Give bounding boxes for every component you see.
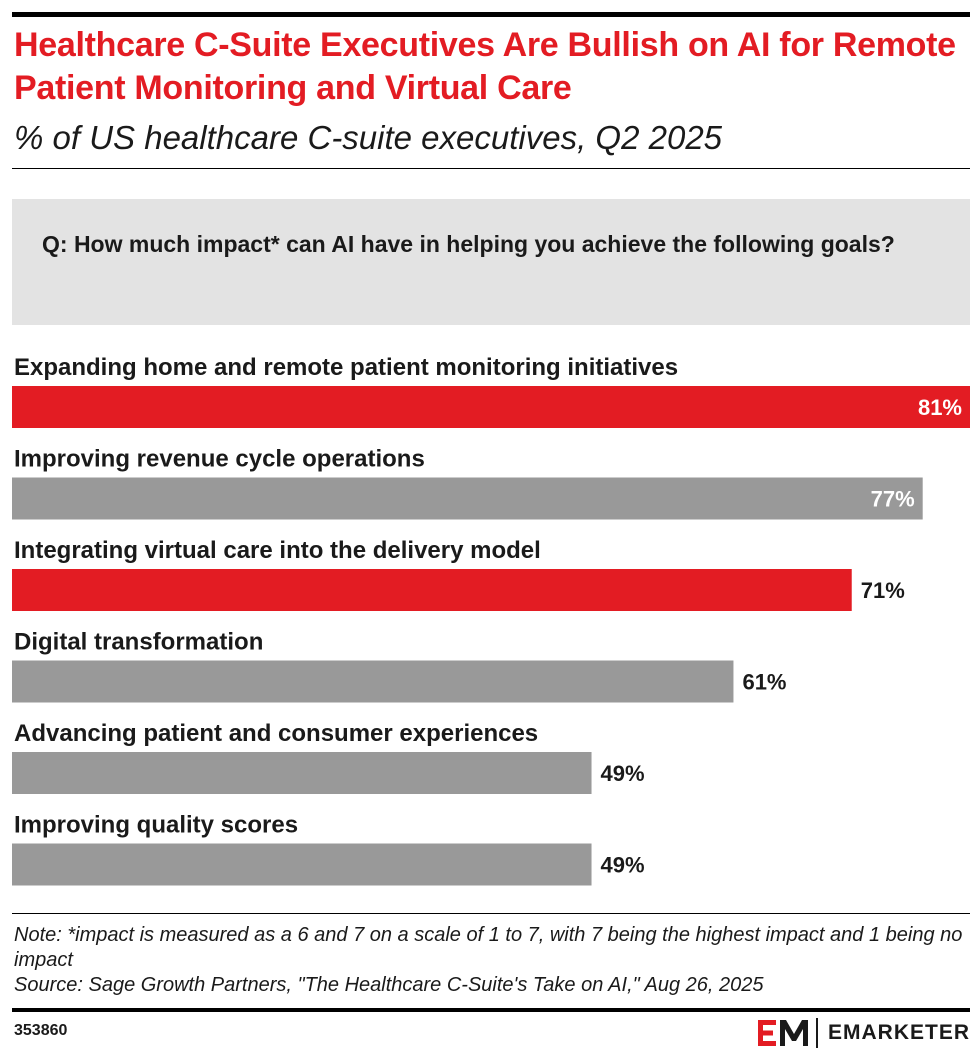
top-rule [12,12,970,17]
bottom-rule [12,1008,970,1012]
category-label: Digital transformation [14,629,263,656]
chart-subtitle: % of US healthcare C-suite executives, Q… [14,119,723,156]
data-label: 61% [742,670,786,695]
bar [12,843,592,886]
bar [12,752,592,794]
chart-source: Source: Sage Growth Partners, "The Healt… [14,974,764,996]
chart-note: Note: *impact is measured as a 6 and 7 o… [14,924,963,971]
brand-divider [815,1018,818,1048]
brand-name: EMARKETER [827,1021,970,1044]
data-label: 81% [918,395,962,420]
question-box: Q: How much impact* can AI have in helpi… [12,199,970,325]
header-divider [12,168,970,169]
chart-id: 353860 [14,1022,68,1039]
bar-chart: Expanding home and remote patient monito… [12,354,970,886]
data-label: 77% [871,487,915,512]
brand-logo: EMARKETER [757,1016,970,1050]
category-label: Advancing patient and consumer experienc… [14,720,538,747]
bar [12,386,970,428]
bar [12,569,852,611]
category-label: Improving revenue cycle operations [14,446,425,473]
bar [12,660,734,703]
footer-divider [12,913,970,914]
category-label: Integrating virtual care into the delive… [14,537,541,564]
category-label: Expanding home and remote patient monito… [14,354,678,381]
data-label: 49% [601,853,645,878]
category-label: Improving quality scores [14,812,298,839]
data-label: 49% [601,761,645,786]
bar [12,477,923,520]
data-label: 71% [861,578,905,603]
survey-question: Q: How much impact* can AI have in helpi… [42,231,895,257]
em-logo-icon [757,1020,808,1046]
chart-title: Healthcare C-Suite Executives Are Bullis… [14,26,956,107]
